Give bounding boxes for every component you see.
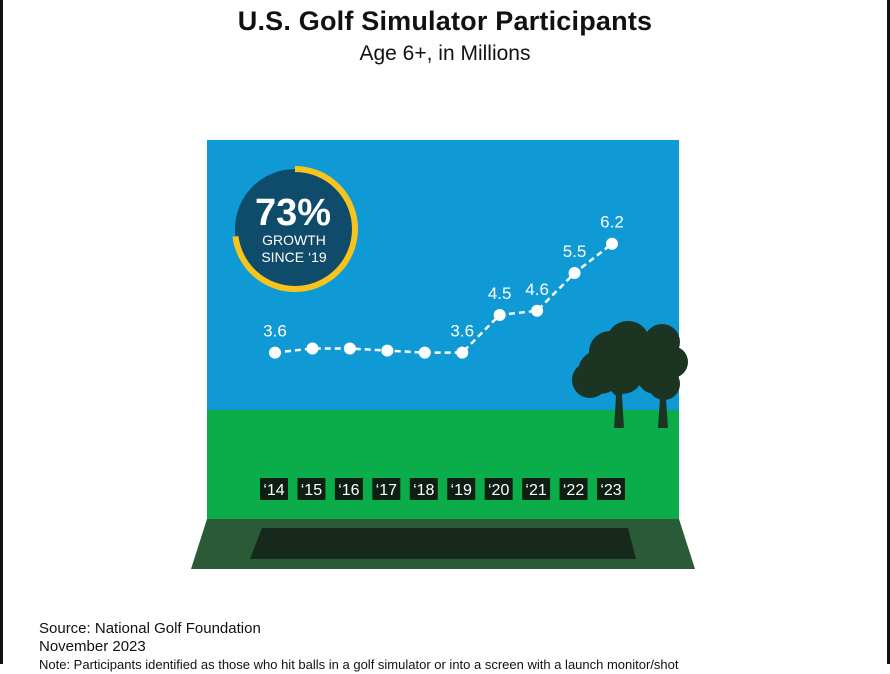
data-point [306,342,319,355]
x-axis-ticks: ‘14 ‘15 ‘16 ‘17 ‘18 ‘19 ‘20 ‘21 ‘22 ‘23 [260,478,625,500]
tree-foliage [600,350,644,394]
date-line: November 2023 [39,638,146,655]
data-point [343,342,356,355]
x-tick-label: ‘21 [525,482,546,499]
data-label: 3.6 [450,322,474,341]
tick-chip [522,478,551,500]
tree-trunk [604,376,626,428]
tick-chip [260,478,288,500]
tree-foliage [572,362,608,398]
badge-ring [232,166,358,292]
data-label: 4.5 [488,284,512,303]
x-tick-label: ‘17 [376,482,397,499]
tick-chip [597,478,625,500]
mat-slot [250,528,636,559]
data-label: 4.6 [525,280,549,299]
series-line [274,242,613,354]
series-line-group: 3.6 3.6 4.5 4.6 5.5 6.2 [263,213,624,359]
data-label: 6.2 [600,213,624,232]
note-line: Note: Participants identified as those w… [39,657,679,672]
data-label: 3.6 [263,322,287,341]
tick-chip [559,478,588,500]
tree-trunk [648,380,670,428]
tick-chip [484,478,513,500]
growth-badge: 73% GROWTH SINCE ‘19 [232,166,358,292]
data-point [381,344,394,357]
data-point [456,346,469,359]
x-tick-label: ‘23 [600,482,621,499]
grass-panel [207,410,679,520]
badge-circle [235,169,355,289]
tick-chip [334,478,363,500]
tree-group [572,321,688,428]
x-tick-label: ‘20 [488,482,509,499]
x-tick-label: ‘15 [301,482,322,499]
data-point [418,346,431,359]
x-tick-label: ‘16 [338,482,359,499]
data-label: 5.5 [563,242,587,261]
badge-percent: 73% [255,192,331,234]
tick-chip [297,478,326,500]
tick-chip [447,478,476,500]
tick-chip [372,478,401,500]
chart-title: U.S. Golf Simulator Participants [237,6,653,36]
badge-line2: SINCE ‘19 [261,249,327,265]
badge-line1: GROWTH [262,232,326,248]
x-tick-label: ‘18 [413,482,434,499]
data-point [606,237,618,250]
tick-chip [409,478,438,500]
data-point [568,267,581,280]
source-line: Source: National Golf Foundation [39,620,261,637]
data-point [269,346,281,359]
data-point [531,304,544,317]
data-point [493,308,506,321]
chart-subtitle: Age 6+, in Millions [359,42,531,65]
x-tick-label: ‘19 [451,482,472,499]
x-tick-label: ‘22 [563,482,584,499]
x-tick-label: ‘14 [263,482,284,499]
